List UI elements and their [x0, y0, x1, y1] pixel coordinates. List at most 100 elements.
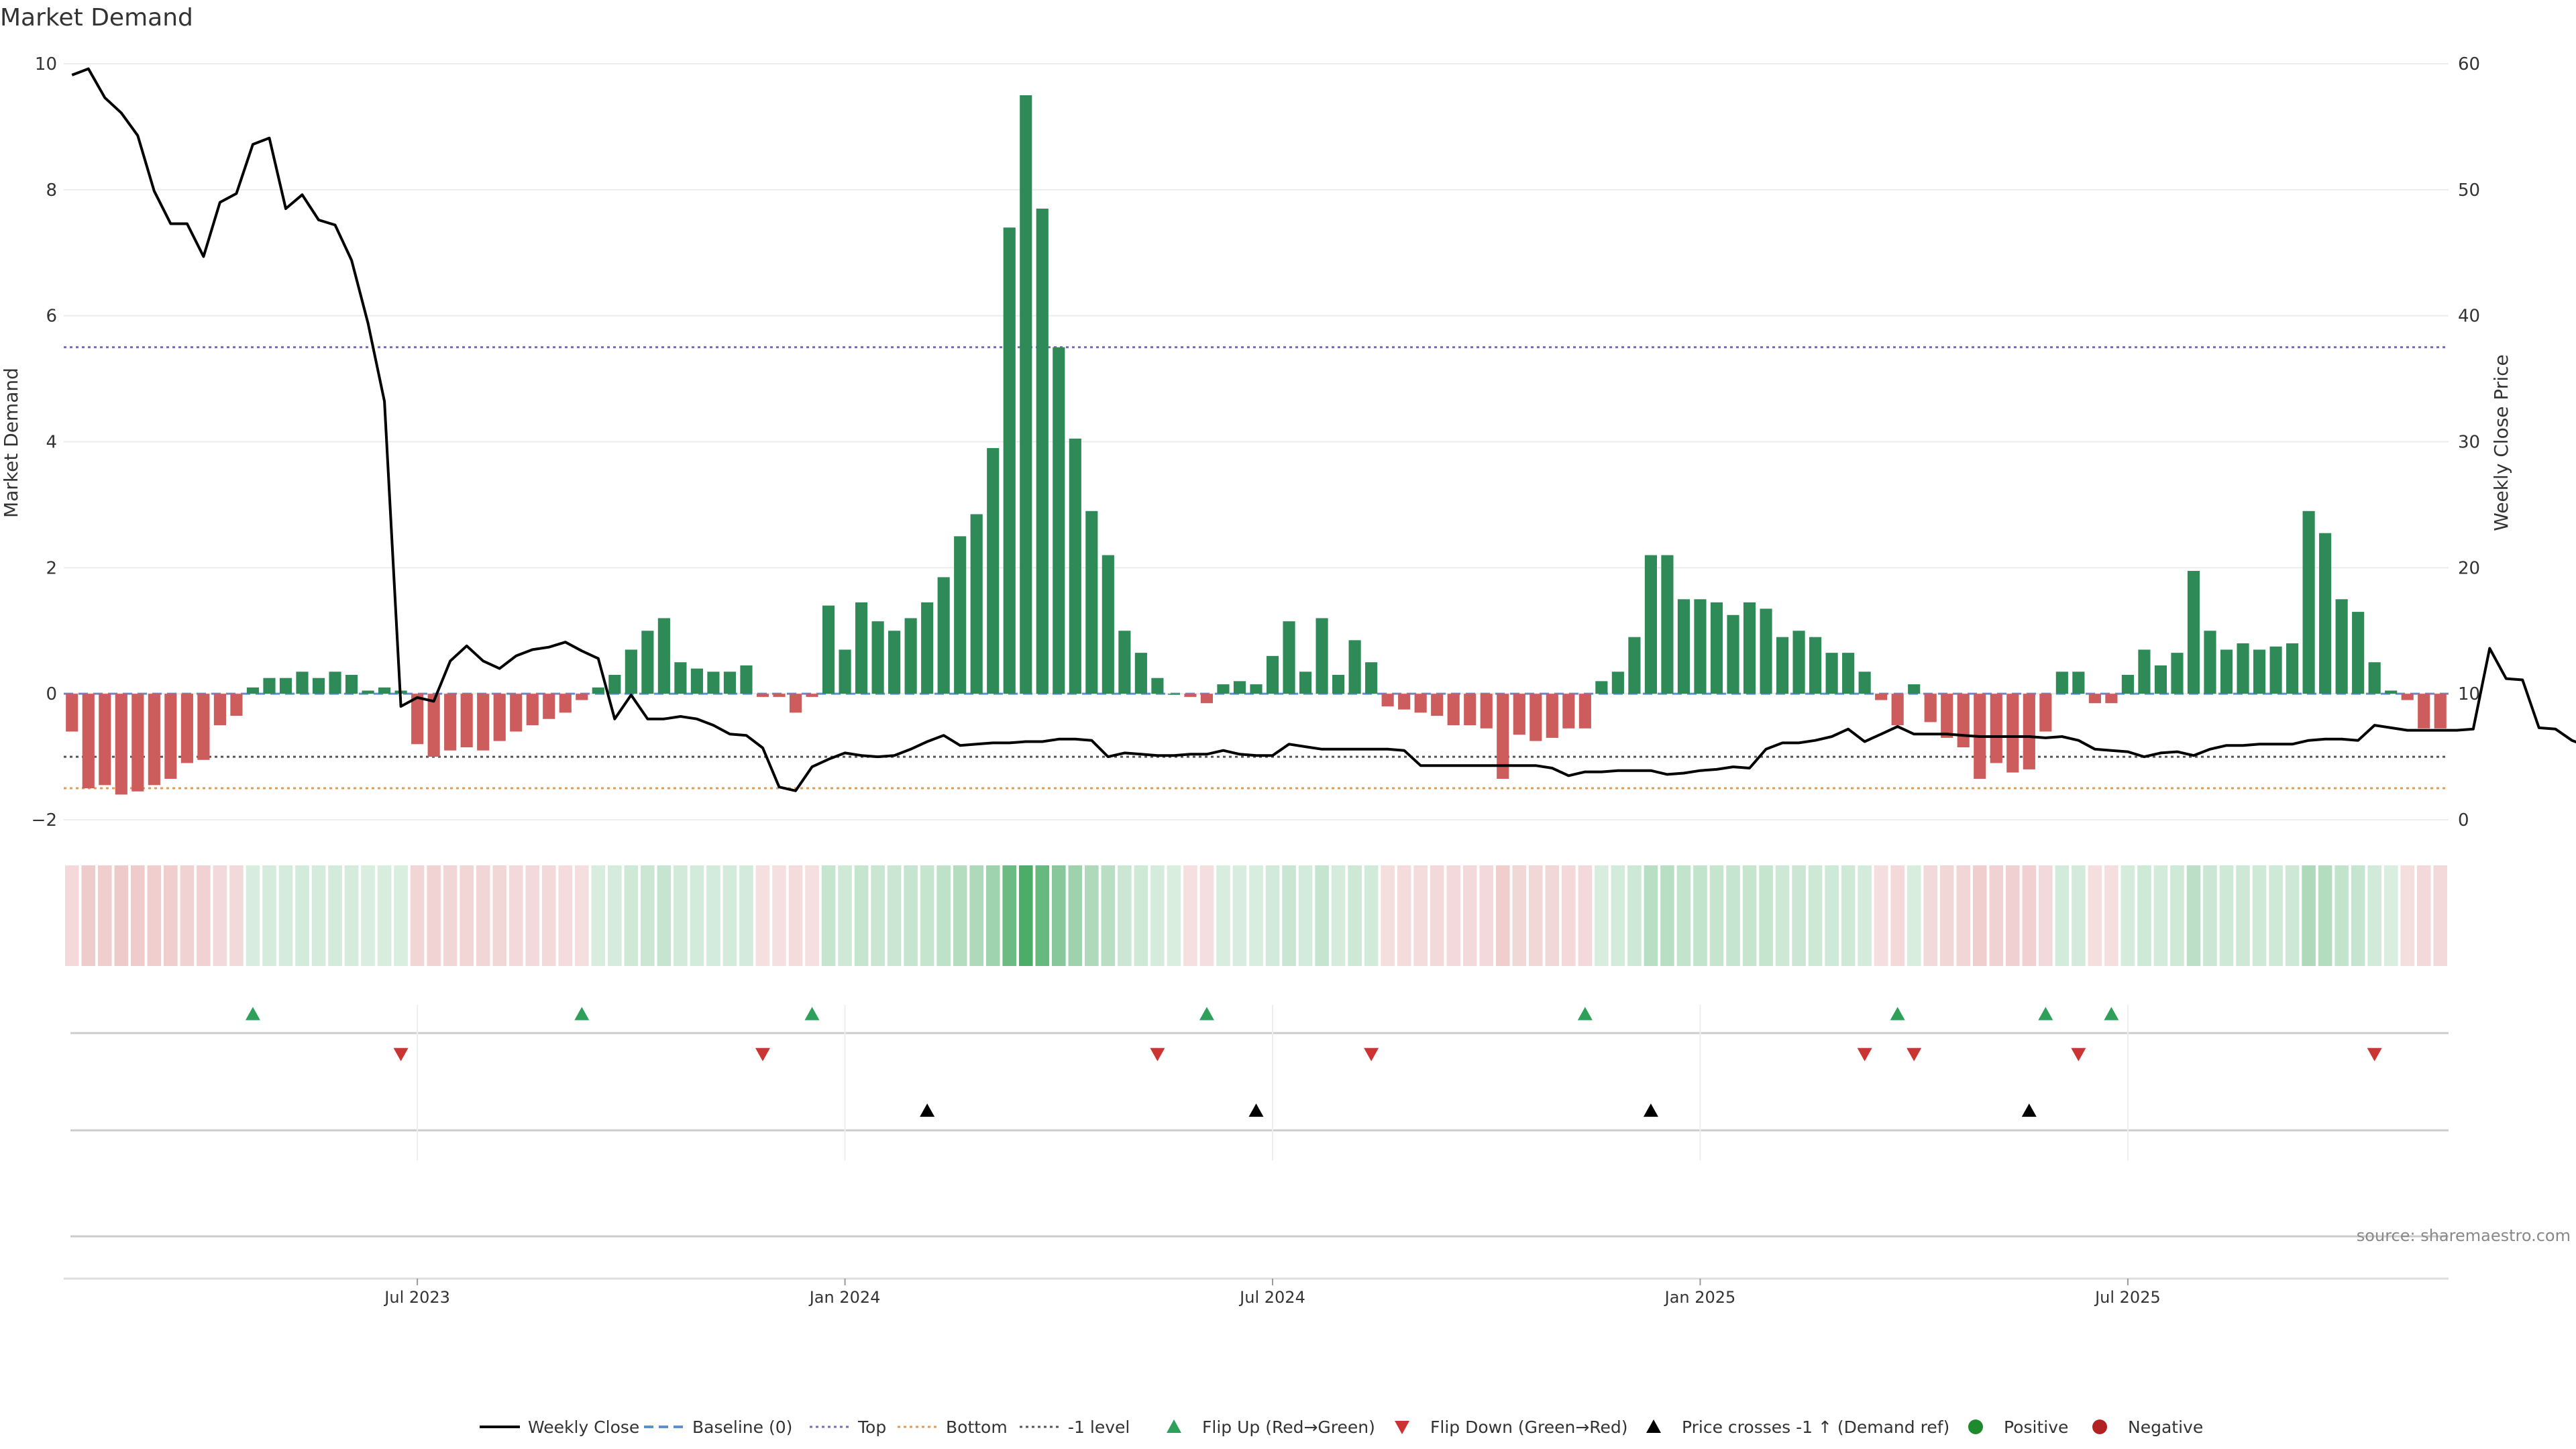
demand-bar	[2072, 672, 2085, 694]
demand-bar	[230, 694, 243, 716]
demand-heat-cell	[427, 865, 441, 966]
demand-bar	[2335, 599, 2348, 694]
demand-heat-cell	[1068, 865, 1083, 966]
demand-heat-cell	[2186, 865, 2201, 966]
demand-heat-cell	[1413, 865, 1428, 966]
y2-tick-label: 0	[2458, 810, 2469, 830]
demand-heat-cell	[722, 865, 737, 966]
demand-bar	[1053, 347, 1065, 694]
demand-heat-cell	[460, 865, 474, 966]
demand-bar	[1792, 631, 1805, 694]
demand-bar	[246, 687, 260, 694]
demand-bar	[1102, 555, 1114, 694]
y-tick-label: 8	[46, 180, 57, 201]
y-tick-label: 4	[46, 433, 57, 453]
demand-bar	[1710, 602, 1723, 694]
demand-bar	[1497, 694, 1509, 779]
demand-bar	[2105, 694, 2118, 704]
demand-heat-cell	[1528, 865, 1543, 966]
demand-bar	[427, 694, 440, 757]
demand-bar	[1644, 555, 1657, 694]
demand-heat-cell	[2005, 865, 2020, 966]
demand-bar	[740, 665, 753, 694]
demand-heat-cell	[1644, 865, 1658, 966]
demand-bar	[2269, 646, 2282, 694]
demand-heat-cell	[1907, 865, 1921, 966]
demand-heat-cell	[213, 865, 227, 966]
flip-down-marker	[1150, 1048, 1165, 1061]
demand-bar	[987, 447, 1000, 694]
demand-heat-cell	[410, 865, 425, 966]
demand-heat-cell	[1989, 865, 2004, 966]
demand-bar	[789, 694, 802, 713]
demand-heat-cell	[2088, 865, 2102, 966]
demand-heat-cell	[1841, 865, 1856, 966]
demand-heat-cell	[2137, 865, 2151, 966]
legend-label: Bottom	[946, 1417, 1008, 1437]
demand-bar	[296, 672, 309, 694]
demand-heat-cell	[311, 865, 326, 966]
demand-heat-cell	[2203, 865, 2217, 966]
demand-bar	[1858, 672, 1871, 694]
demand-bar	[2023, 694, 2035, 769]
demand-heat-cell	[2367, 865, 2381, 966]
demand-heat-cell	[114, 865, 129, 966]
legend-item: -1 level	[1020, 1417, 1130, 1437]
demand-heat-cell	[1775, 865, 1790, 966]
demand-heat-cell	[558, 865, 573, 966]
demand-heat-cell	[2433, 865, 2448, 966]
demand-heat-cell	[246, 865, 260, 966]
demand-heat-cell	[2302, 865, 2316, 966]
demand-bar	[1941, 694, 1953, 738]
demand-heat-cell	[854, 865, 869, 966]
demand-heat-cell	[361, 865, 375, 966]
demand-heat-cell	[1051, 865, 1066, 966]
legend-item: Weekly Close	[480, 1417, 639, 1437]
y-tick-label: 10	[35, 54, 57, 74]
legend-label: -1 level	[1068, 1417, 1130, 1437]
demand-heat-cell	[871, 865, 885, 966]
demand-bar	[510, 694, 523, 732]
demand-heat-cell	[1381, 865, 1395, 966]
demand-bar	[2352, 612, 2365, 694]
demand-heat-cell	[164, 865, 178, 966]
demand-bar	[1546, 694, 1558, 738]
demand-bar	[1167, 694, 1180, 695]
demand-bar	[1398, 694, 1411, 710]
demand-bar	[99, 694, 111, 786]
y-tick-label: −2	[32, 810, 57, 830]
demand-heat-cell	[229, 865, 244, 966]
legend-label: Flip Down (Green→Red)	[1430, 1417, 1628, 1437]
demand-bar	[937, 577, 950, 694]
legend-label: Positive	[2004, 1417, 2068, 1437]
demand-bar	[1809, 637, 1822, 694]
demand-bar	[723, 672, 737, 694]
demand-heat-cell	[1562, 865, 1576, 966]
demand-bar	[2319, 533, 2332, 694]
demand-bar	[2204, 631, 2216, 694]
demand-bar	[1760, 608, 1772, 694]
demand-heat-cell	[1660, 865, 1674, 966]
demand-bar	[1118, 631, 1131, 694]
demand-heat-cell	[1298, 865, 1313, 966]
demand-heat-cell	[492, 865, 507, 966]
demand-bar	[2385, 690, 2398, 694]
demand-heat-cell	[1627, 865, 1642, 966]
demand-bar	[1332, 674, 1345, 694]
demand-heat-cell	[1693, 865, 1707, 966]
demand-bar	[707, 672, 720, 694]
demand-bar	[1875, 694, 1888, 700]
demand-bar	[345, 674, 358, 694]
demand-heat-cell	[805, 865, 819, 966]
demand-bar	[641, 631, 654, 694]
demand-bar	[2154, 665, 2167, 694]
demand-bar	[839, 649, 851, 694]
demand-heat-cell	[1512, 865, 1527, 966]
demand-bar	[559, 694, 572, 713]
demand-heat-cell	[739, 865, 753, 966]
demand-heat-cell	[81, 865, 96, 966]
demand-heat-cell	[2072, 865, 2086, 966]
demand-bar	[855, 602, 868, 694]
flip-up-marker	[574, 1007, 590, 1020]
demand-heat-cell	[1545, 865, 1560, 966]
